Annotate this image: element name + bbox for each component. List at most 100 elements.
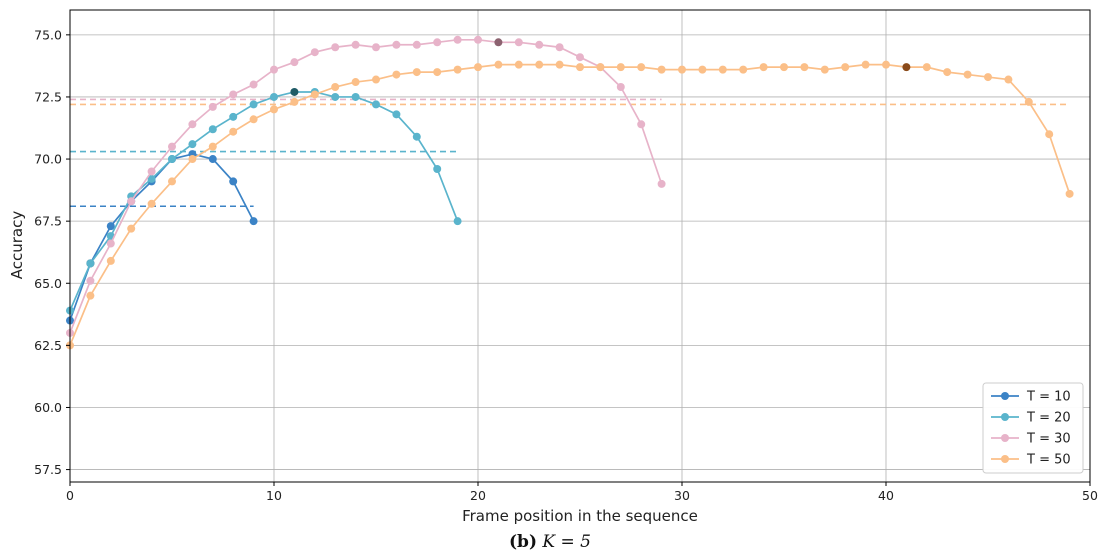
- data-point: [1045, 130, 1054, 139]
- data-point: [208, 125, 217, 134]
- data-point: [433, 68, 442, 77]
- data-point: [249, 217, 258, 226]
- figure-caption: (b) K = 5: [0, 532, 1100, 552]
- legend-label: T = 10: [1026, 390, 1071, 405]
- data-point: [127, 197, 136, 206]
- data-point: [310, 90, 319, 99]
- legend-marker: [1001, 413, 1009, 421]
- data-point: [290, 58, 299, 67]
- data-point: [249, 80, 258, 89]
- data-point: [270, 92, 278, 101]
- legend-marker: [1001, 434, 1009, 442]
- data-point: [514, 60, 523, 69]
- data-point: [249, 100, 258, 109]
- series: [66, 60, 1074, 350]
- data-point: [208, 155, 217, 164]
- data-point: [106, 239, 115, 248]
- data-point: [188, 155, 197, 164]
- data-point: [555, 60, 564, 69]
- data-point: [412, 68, 421, 77]
- x-tick-label: 40: [878, 488, 894, 503]
- data-point: [637, 120, 646, 129]
- caption-math: K = 5: [542, 532, 591, 552]
- data-point: [984, 73, 992, 82]
- series-line: [69, 63, 1071, 346]
- data-point: [412, 40, 421, 49]
- y-tick-label: 67.5: [34, 214, 62, 229]
- x-tick-label: 50: [1082, 488, 1098, 503]
- data-point: [147, 167, 156, 176]
- data-point: [616, 83, 625, 92]
- legend-marker: [1001, 455, 1009, 463]
- data-point: [555, 43, 564, 52]
- y-tick-label: 60.0: [34, 400, 62, 415]
- legend-marker: [1001, 392, 1009, 400]
- peak-point: [290, 87, 299, 96]
- data-point: [453, 65, 462, 74]
- data-point: [474, 63, 482, 72]
- data-point: [433, 38, 442, 47]
- data-point: [780, 63, 788, 72]
- data-point: [841, 63, 850, 72]
- data-point: [392, 40, 401, 49]
- data-point: [800, 63, 809, 72]
- data-point: [535, 60, 544, 69]
- data-point: [514, 38, 523, 47]
- data-point: [188, 140, 197, 149]
- data-point: [576, 53, 584, 62]
- mean-lines: [70, 98, 1070, 208]
- data-point: [576, 63, 584, 72]
- line-chart: 0 10 20 30 40 50 57.5 60.0 62.5 65.0 67.5 70.0 72.5 7…: [8, 9, 1098, 525]
- series: [66, 150, 258, 325]
- data-point: [351, 78, 360, 87]
- y-tick-label: 65.0: [34, 276, 62, 291]
- data-point: [963, 70, 972, 79]
- data-point: [168, 177, 176, 186]
- data-point: [657, 179, 666, 188]
- x-tick-label: 30: [674, 488, 690, 503]
- data-point: [943, 68, 952, 77]
- y-axis-label: Accuracy: [8, 211, 26, 280]
- data-point: [494, 60, 503, 69]
- data-point: [535, 40, 544, 49]
- data-point: [882, 60, 890, 69]
- plot-frame: [69, 9, 1091, 483]
- data-point: [698, 65, 707, 74]
- peak-point: [902, 63, 911, 72]
- data-point: [351, 40, 360, 49]
- data-point: [208, 142, 217, 151]
- data-point: [616, 63, 625, 72]
- data-point: [372, 43, 380, 52]
- x-tick-label: 10: [266, 488, 282, 503]
- data-point: [229, 127, 238, 136]
- data-point: [331, 83, 340, 92]
- data-point: [270, 65, 278, 74]
- data-point: [372, 75, 380, 84]
- series-lines: [66, 35, 1074, 350]
- legend-box: [982, 382, 1084, 474]
- grid: [69, 10, 1091, 482]
- y-tick-label: 57.5: [34, 462, 62, 477]
- data-point: [86, 276, 95, 285]
- x-tick-label: 20: [470, 488, 486, 503]
- data-point: [739, 65, 748, 74]
- data-point: [820, 65, 829, 74]
- x-tick-label: 0: [66, 488, 74, 503]
- data-point: [106, 256, 115, 265]
- data-point: [188, 120, 197, 129]
- data-point: [759, 63, 768, 72]
- data-point: [86, 259, 95, 268]
- data-point: [433, 164, 442, 173]
- data-point: [596, 63, 605, 72]
- data-point: [229, 177, 238, 186]
- y-tick-label: 75.0: [34, 27, 62, 42]
- data-point: [290, 97, 299, 106]
- data-point: [861, 60, 870, 69]
- data-point: [310, 48, 319, 57]
- legend-label: T = 30: [1026, 432, 1071, 447]
- data-point: [168, 142, 176, 151]
- data-point: [208, 102, 217, 111]
- data-point: [392, 110, 401, 119]
- data-point: [147, 199, 156, 208]
- data-point: [453, 217, 462, 226]
